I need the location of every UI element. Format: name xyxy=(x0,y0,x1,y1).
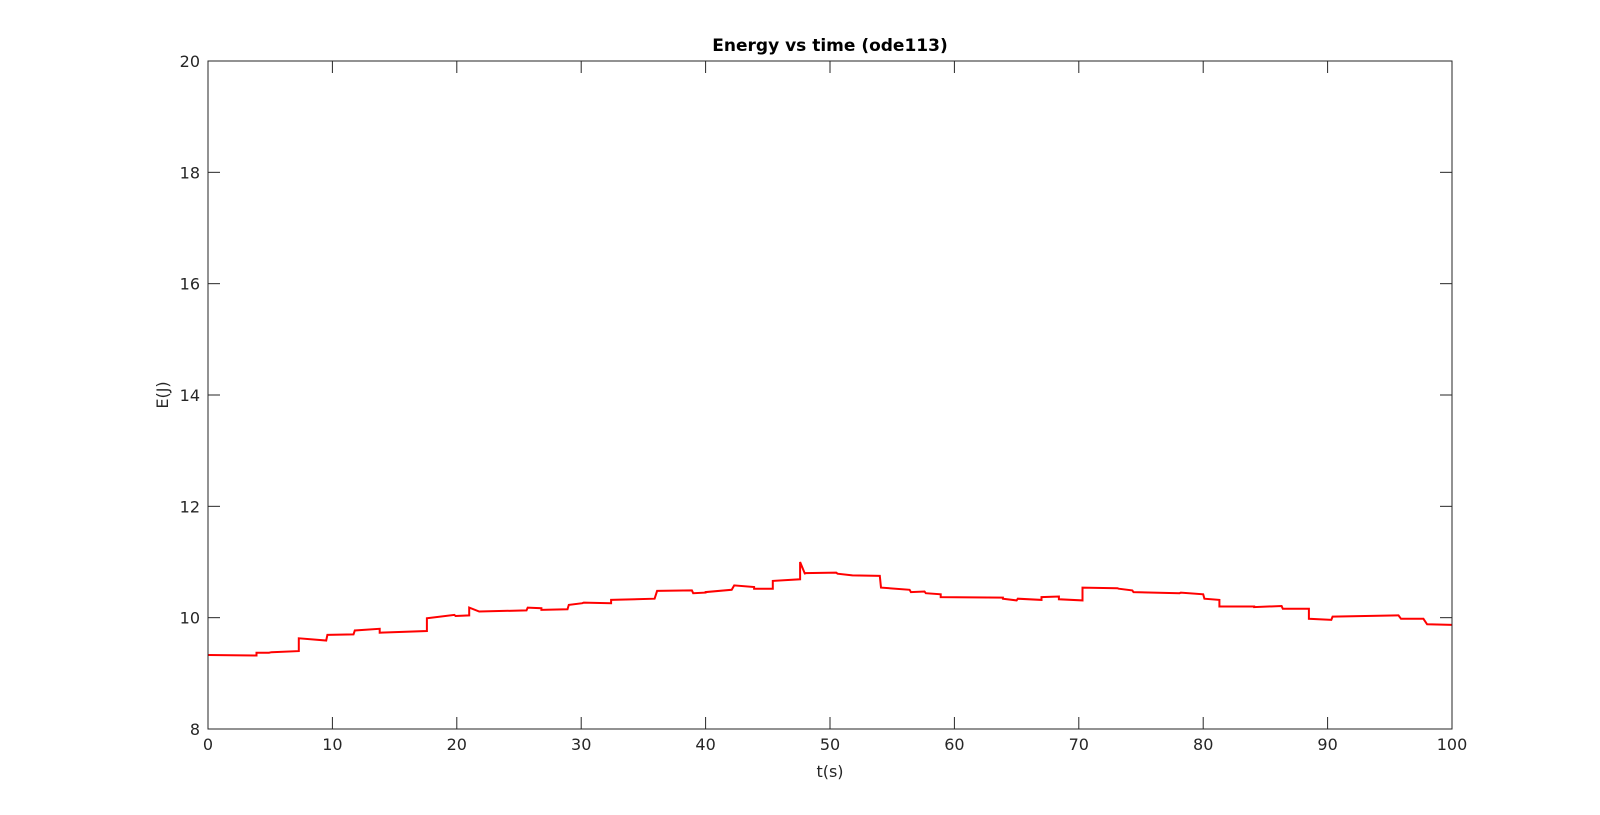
x-tick-label: 10 xyxy=(322,735,342,754)
y-tick-label: 14 xyxy=(180,386,200,405)
y-tick-label: 20 xyxy=(180,52,200,71)
x-tick-label: 20 xyxy=(447,735,467,754)
x-tick-label: 0 xyxy=(203,735,213,754)
x-tick-label: 30 xyxy=(571,735,591,754)
series-layer xyxy=(207,561,1453,657)
plot-area xyxy=(208,61,1452,729)
axes-box xyxy=(207,60,1453,730)
chart-title: Energy vs time (ode113) xyxy=(712,36,947,56)
energy-series-line xyxy=(207,561,1453,657)
x-tick-label: 100 xyxy=(1437,735,1468,754)
y-axis-label: E(J) xyxy=(153,381,172,408)
x-tick-label: 70 xyxy=(1069,735,1089,754)
y-tick-label: 10 xyxy=(180,609,200,628)
x-tick-label: 80 xyxy=(1193,735,1213,754)
y-tick-label: 18 xyxy=(180,163,200,182)
y-tick-label: 16 xyxy=(180,275,200,294)
x-tick-label: 90 xyxy=(1317,735,1337,754)
x-axis-label: t(s) xyxy=(816,762,843,781)
y-tick-label: 8 xyxy=(190,720,200,739)
x-tick-label: 40 xyxy=(695,735,715,754)
x-tick-label: 50 xyxy=(820,735,840,754)
axis-tick-labels: 0 10 20 30 40 50 60 70 80 90 100 8 10 12 14 16 18 20 xyxy=(180,52,1468,754)
y-tick-label: 12 xyxy=(180,497,200,516)
x-tick-label: 60 xyxy=(944,735,964,754)
